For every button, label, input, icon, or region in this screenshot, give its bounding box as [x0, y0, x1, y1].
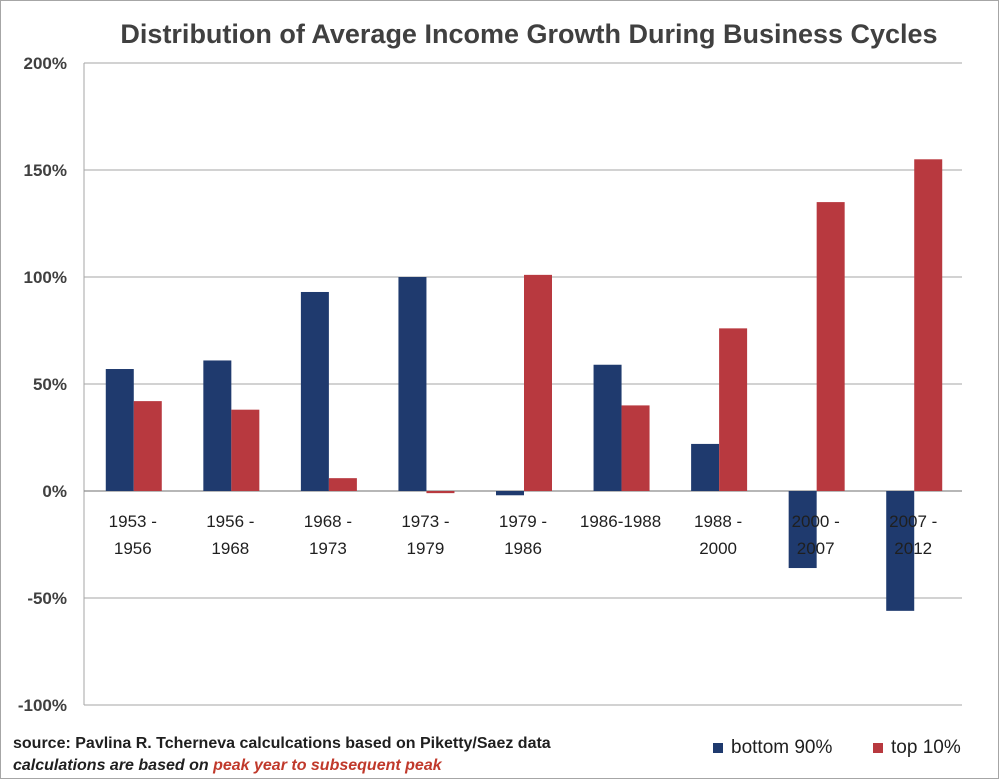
y-tick-label: 200%: [24, 54, 67, 73]
calculation-note-prefix: calculations are based on: [13, 757, 214, 774]
x-category-label-line: 2007 -: [889, 512, 937, 531]
x-category-label-line: 1973: [309, 539, 347, 558]
bar-top-10: [621, 405, 650, 491]
x-category-label-line: 2000 -: [792, 512, 840, 531]
bar-top-10: [816, 202, 845, 491]
bar-bottom-90: [398, 277, 427, 491]
bar-bottom-90: [886, 491, 915, 611]
chart-title: Distribution of Average Income Growth Du…: [120, 19, 938, 49]
x-category-label-line: 1953 -: [109, 512, 157, 531]
x-category-label: 1986-1988: [580, 512, 661, 531]
legend-swatch-top-10: [873, 743, 883, 753]
x-category-label-line: 1956 -: [206, 512, 254, 531]
bar-bottom-90: [691, 443, 720, 491]
legend-swatch-bottom-90: [713, 743, 723, 753]
bar-top-10: [719, 328, 748, 491]
calculation-note: calculations are based on peak year to s…: [13, 757, 442, 775]
bar-top-10: [914, 159, 943, 492]
label-layer: 200% 150% 100% 50% 0% -50% -100% 1953 - 1956 1956…: [18, 54, 937, 715]
bar-top-10: [133, 401, 162, 491]
y-tick-label: 0%: [42, 482, 67, 501]
bar-bottom-90: [300, 291, 329, 491]
bar-bottom-90: [788, 491, 817, 569]
bar-top-10: [426, 491, 455, 494]
x-category-label: 1968 - 1973: [304, 512, 352, 558]
bar-top-10: [231, 409, 260, 491]
bar-bottom-90: [105, 369, 134, 491]
x-category-label-line: 1979: [407, 539, 445, 558]
legend-label-bottom-90: bottom 90%: [731, 737, 833, 758]
bar-top-10: [328, 478, 357, 491]
x-category-label-line: 1956: [114, 539, 152, 558]
bar-top-10: [524, 274, 552, 491]
source-note: source: Pavlina R. Tcherneva calculcatio…: [13, 735, 551, 752]
x-category-label-line: 2000: [699, 539, 737, 558]
x-category-label: 1988 - 2000: [694, 512, 742, 558]
x-category-label-line: 1968: [211, 539, 249, 558]
legend-label-top-10: top 10%: [891, 737, 961, 758]
bar-bottom-90: [496, 491, 524, 496]
x-category-label-line: 1973 -: [401, 512, 449, 531]
y-tick-label: -50%: [27, 589, 67, 608]
x-category-label: 1979 - 1986: [499, 512, 547, 558]
y-tick-label: -100%: [18, 696, 67, 715]
x-category-label-line: 1968 -: [304, 512, 352, 531]
x-category-label-line: 2007: [797, 539, 835, 558]
x-category-label: 2000 - 2007: [792, 512, 840, 558]
legend-item-bottom-90: bottom 90%: [713, 737, 832, 759]
x-category-label-line: 2012: [894, 539, 932, 558]
bar-bottom-90: [203, 360, 232, 491]
x-category-label: 1973 - 1979: [401, 512, 449, 558]
x-category-label-line: 1986-1988: [580, 512, 661, 531]
y-tick-label: 50%: [33, 375, 67, 394]
legend-item-top-10: top 10%: [873, 737, 961, 759]
bar-bottom-90: [593, 364, 622, 491]
x-category-label: 1956 - 1968: [206, 512, 254, 558]
calculation-note-emphasis: peak year to subsequent peak: [213, 757, 442, 774]
y-tick-label: 100%: [24, 268, 67, 287]
x-category-label-line: 1979 -: [499, 512, 547, 531]
x-category-label-line: 1988 -: [694, 512, 742, 531]
x-category-label-line: 1986: [504, 539, 542, 558]
y-tick-label: 150%: [24, 161, 67, 180]
x-category-label: 1953 - 1956: [109, 512, 157, 558]
bar-layer: [105, 159, 943, 611]
x-category-label: 2007 - 2012: [889, 512, 937, 558]
